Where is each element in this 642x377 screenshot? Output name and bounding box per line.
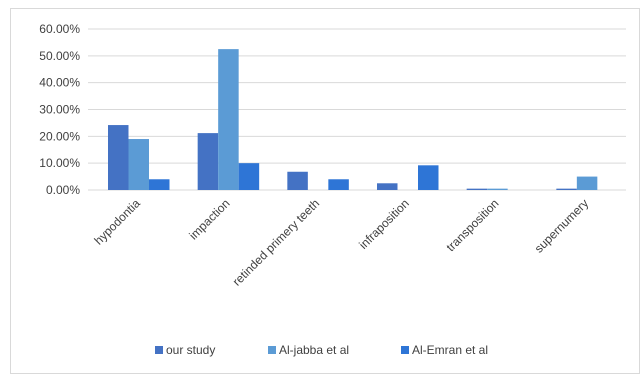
bar-5-1 [576, 176, 598, 190]
y-tick-label: 50.00% [39, 49, 80, 63]
x-category-label: supernumery [532, 196, 591, 255]
x-category-label: retinded primery teeth [230, 196, 322, 288]
bar-0-0 [108, 125, 129, 190]
x-category-label: transposition [444, 196, 502, 254]
bar-3-0 [377, 183, 398, 190]
bar-0-2 [149, 179, 170, 190]
bar-4-0 [466, 188, 488, 190]
y-tick-label: 60.00% [39, 22, 80, 36]
x-category-label: impaction [186, 196, 232, 242]
y-tick-label: 30.00% [39, 103, 80, 117]
chart-frame [10, 8, 640, 374]
legend-swatch-0 [155, 346, 163, 354]
bar-1-2 [238, 163, 260, 190]
y-tick-label: 40.00% [39, 76, 80, 90]
bar-1-1 [218, 49, 239, 190]
bar-1-0 [197, 133, 219, 190]
bar-2-0 [287, 171, 308, 190]
bar-4-1 [487, 188, 508, 190]
legend-swatch-2 [401, 346, 409, 354]
bar-2-2 [328, 179, 349, 190]
legend-label-1: Al-jabba et al [279, 343, 349, 357]
bar-5-0 [556, 188, 577, 190]
y-tick-label: 10.00% [39, 156, 80, 170]
bar-0-1 [128, 139, 149, 190]
y-tick-label: 20.00% [39, 129, 80, 143]
bar-3-2 [418, 165, 439, 190]
legend-label-0: our study [166, 343, 215, 357]
legend-label-2: Al-Emran et al [412, 343, 488, 357]
legend-swatch-1 [268, 346, 276, 354]
x-category-label: hypodontia [91, 196, 143, 248]
y-tick-label: 0.00% [46, 183, 80, 197]
x-category-label: infraposition [356, 196, 412, 252]
